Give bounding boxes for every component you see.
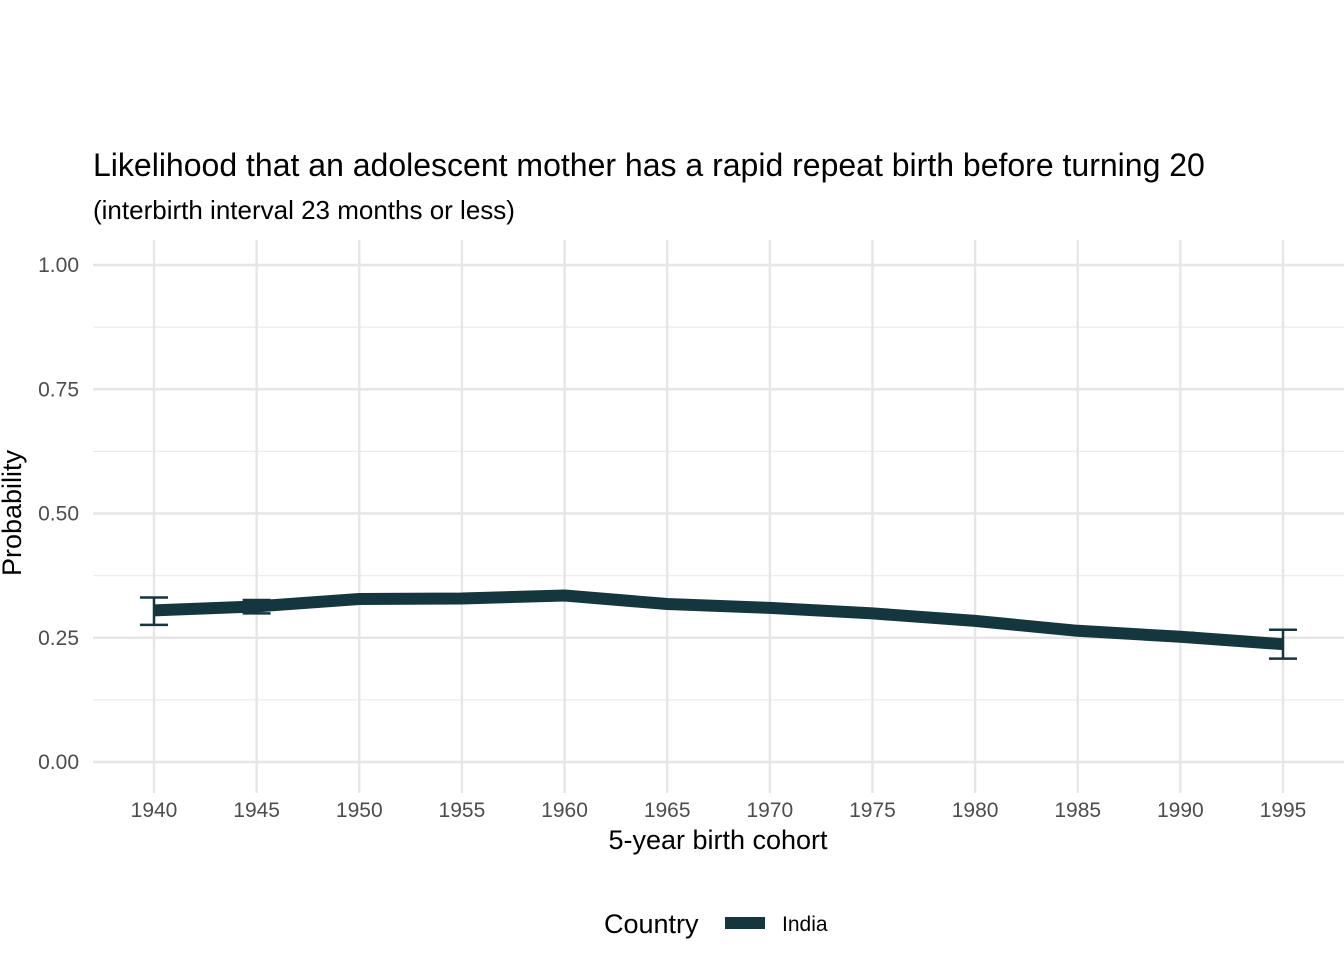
minor-gridlines bbox=[93, 326, 1344, 701]
y-tick-label: 1.00 bbox=[38, 254, 79, 277]
x-tick-label: 1960 bbox=[541, 799, 588, 822]
series-lines bbox=[153, 589, 1284, 651]
x-tick-label: 1945 bbox=[233, 799, 280, 822]
legend-title: Country bbox=[604, 909, 699, 939]
major-gridlines bbox=[93, 240, 1344, 793]
x-tick-label: 1965 bbox=[644, 799, 691, 822]
chart-title: Likelihood that an adolescent mother has… bbox=[93, 147, 1205, 183]
x-tick-label: 1985 bbox=[1054, 799, 1101, 822]
y-axis-ticks: 0.00 0.25 0.50 0.75 1.00 bbox=[38, 254, 79, 774]
x-tick-label: 1980 bbox=[952, 799, 999, 822]
x-tick-label: 1995 bbox=[1260, 799, 1307, 822]
legend: Country India bbox=[604, 909, 828, 939]
x-axis-title: 5-year birth cohort bbox=[608, 825, 828, 855]
error-bar bbox=[1269, 628, 1297, 660]
x-tick-label: 1940 bbox=[131, 799, 178, 822]
x-axis-ticks: 1940 1945 1950 1955 1960 1965 1970 1975 1980 1985… bbox=[131, 799, 1307, 822]
y-tick-label: 0.25 bbox=[38, 627, 79, 650]
series-line-india bbox=[153, 589, 1284, 651]
x-tick-label: 1990 bbox=[1157, 799, 1204, 822]
y-tick-label: 0.50 bbox=[38, 503, 79, 526]
error-bar bbox=[140, 596, 168, 627]
y-axis-title: Probability bbox=[0, 449, 27, 576]
x-tick-label: 1955 bbox=[439, 799, 486, 822]
chart-subtitle: (interbirth interval 23 months or less) bbox=[93, 195, 515, 225]
x-tick-label: 1950 bbox=[336, 799, 383, 822]
legend-key-india bbox=[725, 917, 765, 929]
x-tick-label: 1970 bbox=[746, 799, 793, 822]
legend-label-india: India bbox=[782, 913, 828, 936]
x-tick-label: 1975 bbox=[849, 799, 896, 822]
y-tick-label: 0.00 bbox=[38, 751, 79, 774]
y-tick-label: 0.75 bbox=[38, 378, 79, 401]
